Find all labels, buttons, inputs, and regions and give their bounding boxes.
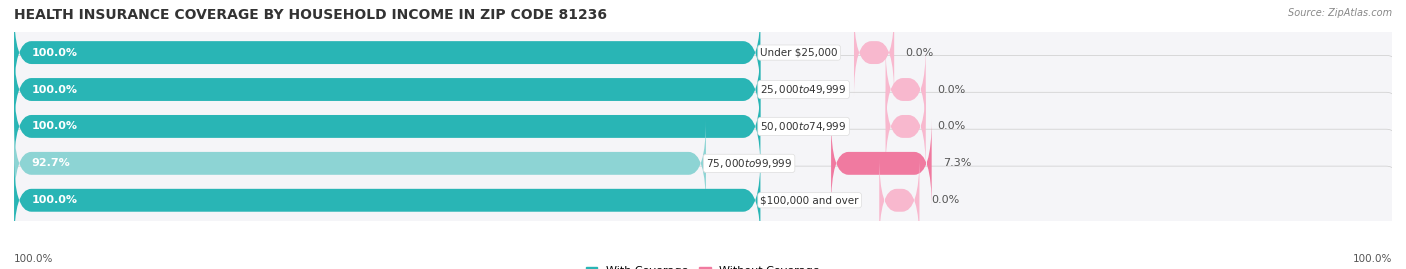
- FancyBboxPatch shape: [0, 124, 1406, 203]
- FancyBboxPatch shape: [14, 156, 761, 244]
- Text: $75,000 to $99,999: $75,000 to $99,999: [706, 157, 792, 170]
- Text: 0.0%: 0.0%: [905, 48, 934, 58]
- Text: 0.0%: 0.0%: [938, 121, 966, 132]
- Text: Source: ZipAtlas.com: Source: ZipAtlas.com: [1288, 8, 1392, 18]
- Text: 100.0%: 100.0%: [31, 121, 77, 132]
- Text: 100.0%: 100.0%: [1353, 254, 1392, 264]
- FancyBboxPatch shape: [886, 45, 925, 133]
- Text: 0.0%: 0.0%: [938, 84, 966, 94]
- Text: 100.0%: 100.0%: [14, 254, 53, 264]
- FancyBboxPatch shape: [831, 119, 932, 207]
- Text: 100.0%: 100.0%: [31, 195, 77, 205]
- Text: 92.7%: 92.7%: [31, 158, 70, 168]
- FancyBboxPatch shape: [0, 161, 1406, 240]
- Text: 0.0%: 0.0%: [931, 195, 959, 205]
- FancyBboxPatch shape: [879, 156, 920, 244]
- Text: $25,000 to $49,999: $25,000 to $49,999: [761, 83, 846, 96]
- Text: Under $25,000: Under $25,000: [761, 48, 838, 58]
- FancyBboxPatch shape: [14, 9, 761, 97]
- Text: $50,000 to $74,999: $50,000 to $74,999: [761, 120, 846, 133]
- Text: 100.0%: 100.0%: [31, 48, 77, 58]
- Text: HEALTH INSURANCE COVERAGE BY HOUSEHOLD INCOME IN ZIP CODE 81236: HEALTH INSURANCE COVERAGE BY HOUSEHOLD I…: [14, 8, 607, 22]
- FancyBboxPatch shape: [14, 83, 761, 170]
- FancyBboxPatch shape: [0, 13, 1406, 92]
- FancyBboxPatch shape: [14, 45, 761, 133]
- FancyBboxPatch shape: [0, 50, 1406, 129]
- Text: 100.0%: 100.0%: [31, 84, 77, 94]
- FancyBboxPatch shape: [853, 9, 894, 97]
- FancyBboxPatch shape: [14, 119, 706, 207]
- FancyBboxPatch shape: [0, 87, 1406, 166]
- Text: $100,000 and over: $100,000 and over: [761, 195, 859, 205]
- Legend: With Coverage, Without Coverage: With Coverage, Without Coverage: [582, 262, 824, 269]
- FancyBboxPatch shape: [886, 83, 925, 170]
- Text: 7.3%: 7.3%: [943, 158, 972, 168]
